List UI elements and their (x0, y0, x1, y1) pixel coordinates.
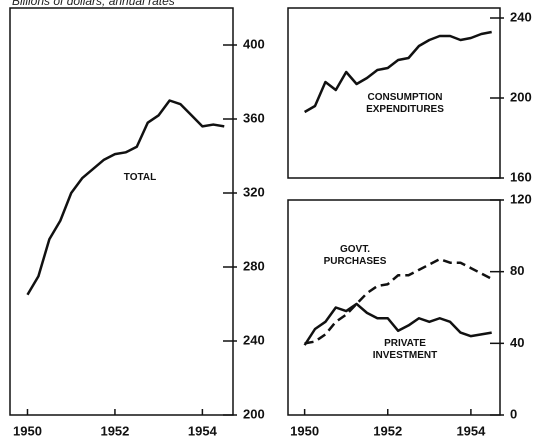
y-tick-label: 120 (510, 191, 532, 206)
x-tick-label: 1950 (13, 423, 42, 438)
panel-frame (9, 7, 234, 416)
y-tick-label: 280 (243, 258, 265, 273)
line (26, 99, 225, 296)
y-tick-label: 400 (243, 36, 265, 51)
y-tick-label: 40 (510, 335, 524, 350)
y-tick-label: 320 (243, 184, 265, 199)
y-tick-label: 200 (243, 406, 265, 421)
series-label: CONSUMPTION EXPENDITURES (366, 92, 444, 115)
y-tick-label: 80 (510, 263, 524, 278)
line (303, 302, 492, 346)
series-label: TOTAL (123, 172, 157, 183)
y-tick-label: 360 (243, 110, 265, 125)
line (304, 257, 493, 345)
y-tick-label: 240 (510, 9, 532, 24)
y-tick-label: 0 (510, 406, 517, 421)
x-tick-label: 1954 (188, 423, 218, 438)
y-tick-label: 200 (510, 89, 532, 104)
panel-frame (287, 199, 501, 416)
x-tick-label: 1954 (456, 423, 486, 438)
x-tick-label: 1950 (290, 423, 319, 438)
panel-frame (287, 7, 501, 179)
x-tick-label: 1952 (373, 423, 402, 438)
line (304, 30, 492, 114)
series-label: PRIVATE INVESTMENT (372, 338, 438, 361)
y-tick-label: 240 (243, 332, 265, 347)
y-tick-label: 160 (510, 169, 532, 184)
series-label: GOVT. PURCHASES (323, 244, 387, 267)
header: Billions of dollars, annual rates (12, 0, 175, 8)
x-tick-label: 1952 (100, 423, 129, 438)
